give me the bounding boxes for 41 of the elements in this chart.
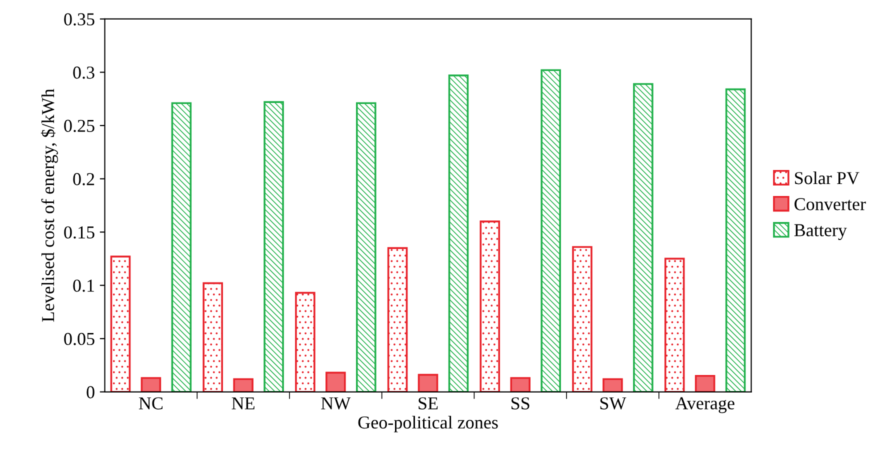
bar <box>326 372 346 392</box>
bar <box>171 102 192 392</box>
bar <box>140 377 162 392</box>
bar <box>448 74 469 392</box>
legend-label: Battery <box>794 224 847 240</box>
bar <box>510 377 531 392</box>
bar <box>725 88 746 392</box>
x-tick-label: NW <box>321 397 351 410</box>
bar <box>664 258 685 392</box>
bar <box>387 247 408 392</box>
y-tick-label: 0 <box>86 386 94 398</box>
bar <box>633 83 654 392</box>
bar <box>233 378 254 392</box>
bar <box>110 256 131 392</box>
bar <box>602 378 623 392</box>
y-tick-label: 0.35 <box>64 13 94 26</box>
y-tick-label: 0.2 <box>73 173 94 186</box>
y-tick-label: 0.15 <box>64 226 94 239</box>
y-tick-label: 0.05 <box>64 332 94 346</box>
bar <box>572 246 592 392</box>
bar <box>480 220 500 392</box>
bar <box>264 101 284 392</box>
y-tick-label: 0.25 <box>64 120 94 132</box>
x-tick-label: SW <box>600 397 626 410</box>
y-axis-title: Levelised cost of energy, $/kWh <box>40 88 58 322</box>
bar <box>356 102 376 392</box>
bar <box>418 374 438 392</box>
bar <box>694 375 716 392</box>
y-tick-label: 0.3 <box>73 66 94 79</box>
legend-label: Converter <box>794 198 866 210</box>
x-tick-label: SE <box>418 397 438 410</box>
bar <box>295 292 316 392</box>
x-tick-label: NC <box>138 397 163 410</box>
x-tick-label: SS <box>512 397 530 410</box>
bar <box>202 282 223 392</box>
bar <box>540 69 561 392</box>
y-tick-label: 0.1 <box>73 280 94 292</box>
legend-label: Solar PV <box>795 171 860 184</box>
x-tick-label: Average <box>675 397 734 414</box>
x-tick-label: NE <box>232 397 254 410</box>
x-axis-title: Geo-political zones <box>358 416 498 432</box>
